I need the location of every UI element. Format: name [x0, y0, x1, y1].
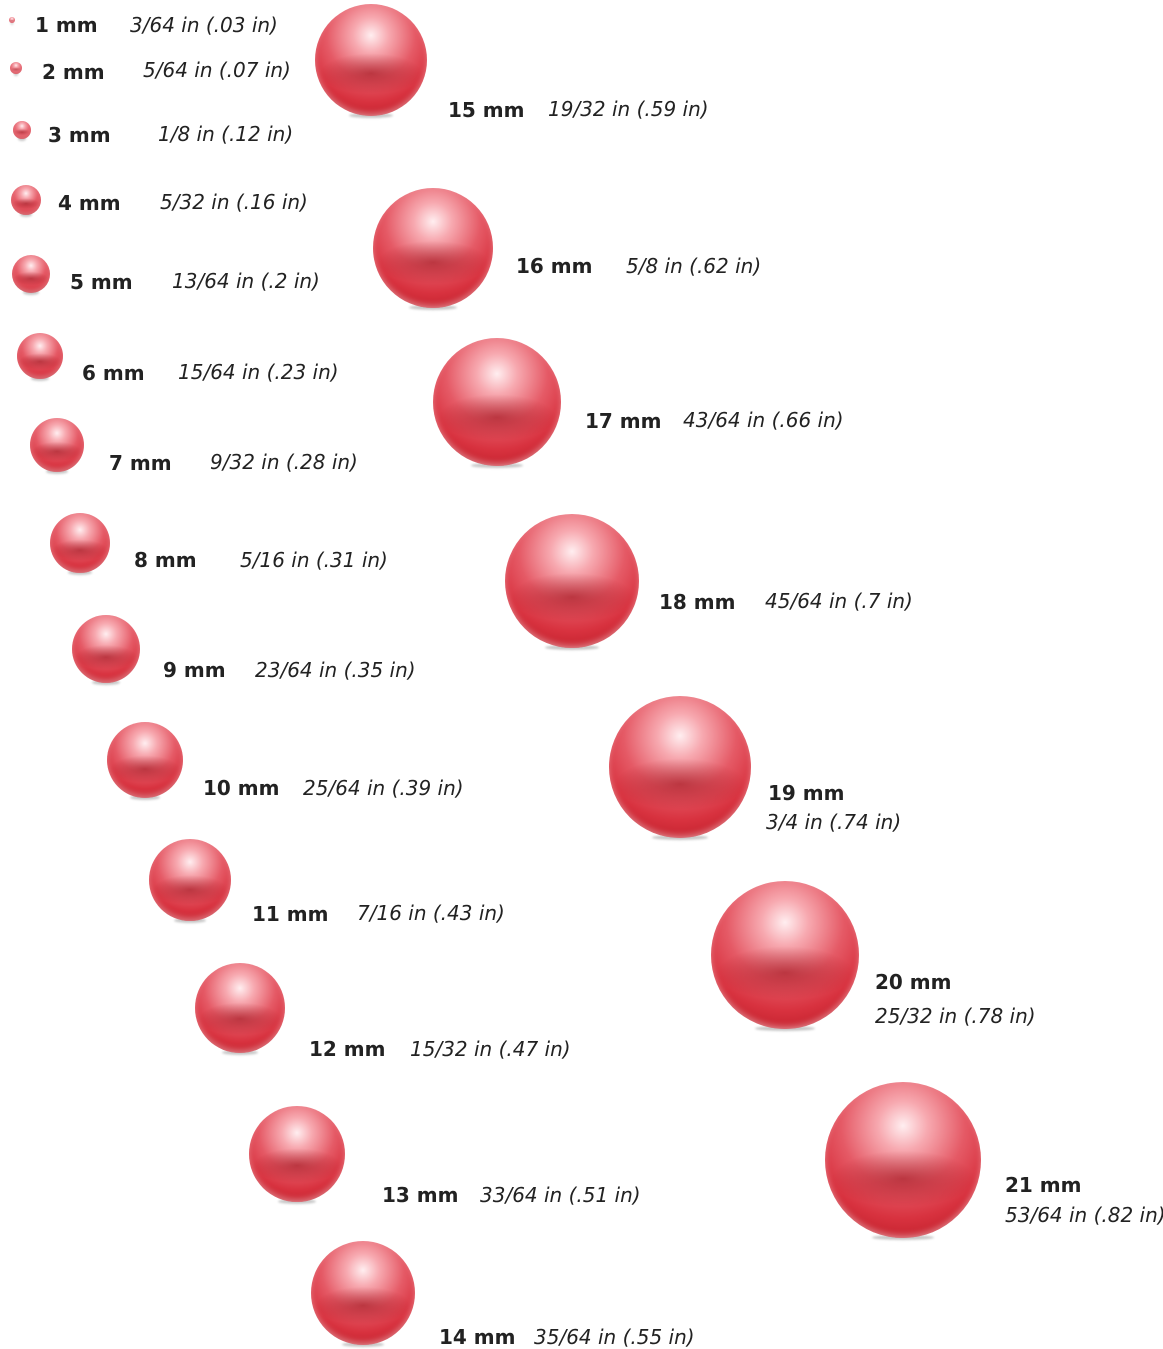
bead-inch-label: 43/64 in (.66 in)	[683, 408, 844, 432]
bead-sphere	[149, 839, 231, 921]
bead-sphere	[249, 1106, 345, 1202]
bead-sphere	[107, 722, 183, 798]
bead-inch-label: 45/64 in (.7 in)	[765, 589, 913, 613]
bead-mm-label: 11 mm	[252, 902, 329, 926]
bead-inch-label: 9/32 in (.28 in)	[210, 450, 358, 474]
bead-11mm	[149, 839, 231, 923]
bead-mm-label: 4 mm	[58, 191, 121, 215]
bead-2mm	[10, 62, 22, 76]
bead-inch-label: 25/32 in (.78 in)	[875, 1004, 1036, 1028]
bead-4mm	[11, 185, 41, 217]
bead-inch-label: 13/64 in (.2 in)	[172, 269, 320, 293]
bead-sphere	[311, 1241, 415, 1345]
bead-18mm	[505, 514, 639, 650]
bead-sphere	[72, 615, 140, 683]
bead-inch-label: 3/64 in (.03 in)	[130, 13, 278, 37]
bead-inch-label: 5/64 in (.07 in)	[143, 58, 291, 82]
bead-sphere	[50, 513, 110, 573]
bead-mm-label: 19 mm	[768, 781, 845, 805]
bead-mm-label: 8 mm	[134, 548, 197, 572]
bead-inch-label: 5/32 in (.16 in)	[160, 190, 308, 214]
bead-inch-label: 35/64 in (.55 in)	[534, 1325, 695, 1349]
bead-17mm	[433, 338, 561, 468]
bead-mm-label: 7 mm	[109, 451, 172, 475]
bead-mm-label: 17 mm	[585, 409, 662, 433]
bead-mm-label: 2 mm	[42, 60, 105, 84]
bead-6mm	[17, 333, 63, 381]
bead-inch-label: 23/64 in (.35 in)	[255, 658, 416, 682]
bead-sphere	[10, 62, 22, 74]
bead-sphere	[433, 338, 561, 466]
bead-mm-label: 15 mm	[448, 98, 525, 122]
bead-sphere	[373, 188, 493, 308]
bead-sphere	[9, 17, 15, 23]
bead-inch-label: 5/8 in (.62 in)	[626, 254, 762, 278]
bead-sphere	[825, 1082, 981, 1238]
bead-sphere	[195, 963, 285, 1053]
bead-3mm	[13, 121, 31, 141]
bead-inch-label: 19/32 in (.59 in)	[548, 97, 709, 121]
bead-inch-label: 7/16 in (.43 in)	[357, 901, 505, 925]
bead-mm-label: 3 mm	[48, 123, 111, 147]
bead-15mm	[315, 4, 427, 118]
bead-7mm	[30, 418, 84, 474]
bead-mm-label: 5 mm	[70, 270, 133, 294]
bead-mm-label: 21 mm	[1005, 1173, 1082, 1197]
bead-sphere	[30, 418, 84, 472]
bead-mm-label: 13 mm	[382, 1183, 459, 1207]
bead-mm-label: 14 mm	[439, 1325, 516, 1349]
bead-sphere	[13, 121, 31, 139]
bead-sphere	[11, 185, 41, 215]
bead-mm-label: 10 mm	[203, 776, 280, 800]
bead-inch-label: 53/64 in (.82 in)	[1005, 1203, 1163, 1227]
bead-14mm	[311, 1241, 415, 1347]
bead-10mm	[107, 722, 183, 800]
bead-9mm	[72, 615, 140, 685]
bead-inch-label: 1/8 in (.12 in)	[158, 122, 294, 146]
bead-16mm	[373, 188, 493, 310]
bead-12mm	[195, 963, 285, 1055]
bead-sphere	[17, 333, 63, 379]
bead-sphere	[505, 514, 639, 648]
bead-mm-label: 16 mm	[516, 254, 593, 278]
bead-mm-label: 9 mm	[163, 658, 226, 682]
bead-20mm	[711, 881, 859, 1031]
bead-mm-label: 18 mm	[659, 590, 736, 614]
bead-mm-label: 1 mm	[35, 13, 98, 37]
bead-19mm	[609, 696, 751, 840]
bead-inch-label: 33/64 in (.51 in)	[480, 1183, 641, 1207]
bead-mm-label: 20 mm	[875, 970, 952, 994]
bead-sphere	[711, 881, 859, 1029]
bead-inch-label: 15/32 in (.47 in)	[410, 1037, 571, 1061]
bead-sphere	[609, 696, 751, 838]
bead-inch-label: 25/64 in (.39 in)	[303, 776, 464, 800]
bead-8mm	[50, 513, 110, 575]
bead-sphere	[315, 4, 427, 116]
bead-inch-label: 3/4 in (.74 in)	[766, 810, 902, 834]
bead-mm-label: 6 mm	[82, 361, 145, 385]
bead-inch-label: 5/16 in (.31 in)	[240, 548, 388, 572]
bead-13mm	[249, 1106, 345, 1204]
bead-21mm	[825, 1082, 981, 1240]
bead-mm-label: 12 mm	[309, 1037, 386, 1061]
bead-5mm	[12, 255, 50, 295]
bead-sphere	[12, 255, 50, 293]
bead-inch-label: 15/64 in (.23 in)	[178, 360, 339, 384]
bead-1mm	[9, 17, 15, 25]
